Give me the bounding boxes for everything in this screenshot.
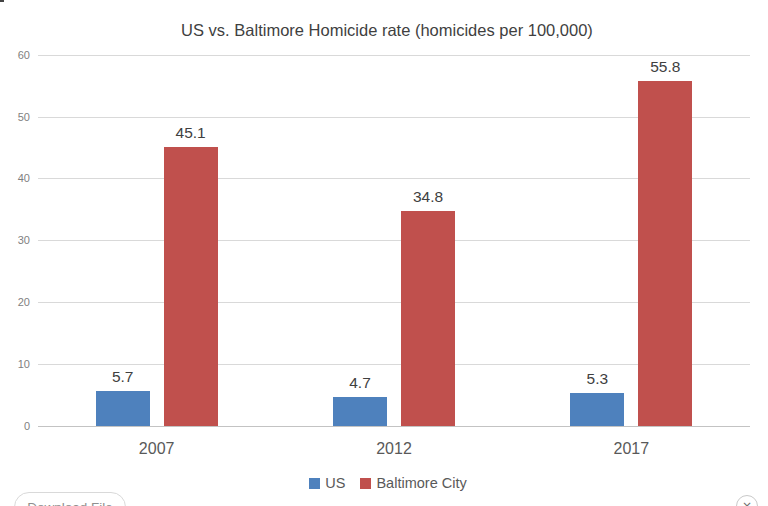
bar-us-2012 [333,397,387,426]
close-icon: × [742,499,752,506]
bar-baltimore-city-2012 [401,211,455,426]
download-file-label: Download File [27,500,113,506]
data-label-baltimore-city-2017: 55.8 [635,58,695,76]
y-axis-tick-40: 40 [0,171,30,185]
legend: US Baltimore City [8,476,768,491]
y-axis-tick-0: 0 [0,419,30,433]
bar-us-2017 [570,393,624,426]
legend-label: Baltimore City [376,476,466,491]
gridline-0 [38,426,750,427]
bar-baltimore-city-2017 [638,81,692,426]
data-label-us-2012: 4.7 [330,374,390,392]
legend-item-us: US [309,476,345,491]
data-label-us-2007: 5.7 [93,368,153,386]
x-axis-label-2012: 2012 [354,440,434,458]
y-axis-tick-20: 20 [0,295,30,309]
bar-baltimore-city-2007 [164,147,218,426]
download-file-button[interactable]: Download File [14,492,126,506]
data-label-baltimore-city-2007: 45.1 [161,124,221,142]
y-axis-tick-30: 30 [0,233,30,247]
legend-item-baltimore-city: Baltimore City [360,476,466,491]
data-label-baltimore-city-2012: 34.8 [398,188,458,206]
gridline-60 [38,55,750,56]
legend-swatch-icon [309,478,320,489]
close-button[interactable]: × [736,495,758,506]
chart-title: US vs. Baltimore Homicide rate (homicide… [24,20,750,40]
data-label-us-2017: 5.3 [567,370,627,388]
legend-label: US [325,476,345,491]
legend-swatch-icon [360,478,371,489]
x-axis-label-2007: 2007 [117,440,197,458]
y-axis-tick-50: 50 [0,110,30,124]
chart-page: US vs. Baltimore Homicide rate (homicide… [0,0,768,506]
corner-artifact [0,0,4,2]
bar-us-2007 [96,391,150,426]
y-axis-tick-10: 10 [0,357,30,371]
y-axis-tick-60: 60 [0,48,30,62]
x-axis-label-2017: 2017 [591,440,671,458]
